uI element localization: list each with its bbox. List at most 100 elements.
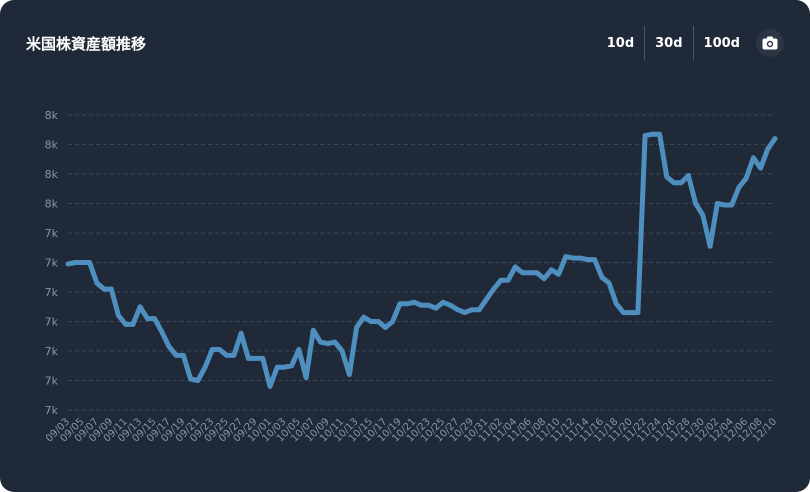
y-tick-label: 7k	[45, 404, 59, 417]
range-30d-button[interactable]: 30d	[655, 35, 683, 51]
data-point	[375, 319, 381, 324]
data-point	[484, 296, 489, 302]
data-point	[195, 378, 201, 383]
y-tick-label: 7k	[45, 345, 59, 358]
data-point	[181, 353, 186, 358]
data-point	[599, 274, 605, 280]
y-tick-label: 8k	[45, 168, 59, 181]
data-point	[548, 267, 554, 273]
data-point	[224, 353, 230, 358]
data-point	[613, 301, 619, 307]
data-point	[664, 174, 670, 180]
y-tick-label: 8k	[45, 109, 59, 122]
data-point	[585, 257, 590, 262]
data-point	[628, 310, 634, 316]
data-point	[750, 155, 756, 161]
data-point	[65, 261, 71, 267]
data-point	[455, 307, 460, 313]
data-point	[693, 201, 699, 206]
data-point	[433, 305, 439, 311]
y-tick-label: 7k	[45, 257, 59, 270]
data-point	[700, 212, 706, 218]
data-point	[419, 302, 424, 308]
data-point	[238, 330, 244, 336]
data-point	[267, 384, 273, 389]
data-point	[282, 364, 287, 370]
data-point	[440, 299, 446, 305]
data-point	[296, 347, 302, 352]
range-100d-button[interactable]: 100d	[703, 35, 740, 51]
data-point	[476, 307, 482, 313]
data-point	[642, 133, 648, 139]
data-point	[354, 325, 359, 330]
data-point	[462, 310, 468, 316]
data-point	[606, 280, 612, 286]
camera-icon	[762, 36, 778, 50]
y-axis-ticks: 7k 7k 7k 7k 7k 7k 7k 8k 8k 8k 8k	[45, 109, 59, 417]
data-point	[231, 353, 237, 358]
data-point	[368, 319, 374, 324]
data-point	[390, 319, 396, 324]
data-point	[729, 202, 735, 208]
data-point	[123, 322, 129, 327]
toolbar-divider	[644, 26, 646, 60]
data-point	[173, 353, 179, 358]
data-point	[411, 299, 417, 305]
data-point	[512, 264, 518, 270]
data-point	[736, 184, 742, 190]
data-point	[260, 355, 266, 361]
data-point	[130, 322, 136, 327]
y-tick-label: 8k	[45, 198, 59, 211]
data-point	[534, 270, 540, 276]
data-point	[570, 255, 576, 261]
range-10d-button[interactable]: 10d	[606, 35, 635, 51]
data-point	[772, 136, 778, 142]
data-point	[383, 325, 388, 330]
data-point	[101, 286, 107, 292]
grid-lines	[68, 114, 775, 411]
data-point	[159, 329, 165, 335]
data-point	[116, 313, 121, 318]
data-point	[245, 355, 251, 361]
data-point	[202, 364, 208, 370]
data-point	[520, 270, 525, 276]
data-point	[289, 363, 295, 369]
y-tick-label: 7k	[45, 316, 59, 329]
data-point	[686, 173, 691, 178]
data-point	[310, 327, 316, 333]
data-point	[166, 344, 172, 349]
data-point	[469, 307, 475, 313]
x-axis-ticks: 09/0309/0509/0709/0909/1109/1309/1509/17…	[44, 416, 779, 444]
data-point	[527, 270, 533, 276]
data-point	[707, 243, 713, 249]
data-point	[505, 277, 511, 283]
data-point	[404, 301, 410, 307]
toolbar-divider	[692, 26, 694, 60]
y-tick-label: 7k	[45, 375, 59, 388]
data-point	[361, 314, 367, 320]
screenshot-button[interactable]	[756, 29, 784, 57]
data-point	[758, 165, 763, 171]
data-point	[80, 260, 85, 265]
data-point	[325, 341, 331, 347]
data-point	[87, 260, 93, 265]
y-tick-label: 8k	[45, 139, 59, 152]
data-point	[491, 286, 497, 292]
y-tick-label: 7k	[45, 286, 59, 299]
data-point	[318, 339, 323, 345]
series-line	[65, 131, 778, 389]
chart-title: 米国株資産額推移	[26, 35, 147, 53]
data-point	[209, 347, 215, 352]
data-point	[556, 271, 561, 277]
y-tick-label: 7k	[45, 227, 59, 240]
data-point	[346, 372, 352, 377]
data-point	[253, 355, 258, 361]
data-point	[649, 131, 655, 137]
data-point	[592, 257, 598, 262]
data-point	[635, 310, 641, 316]
series-layer	[65, 131, 778, 389]
data-point	[332, 339, 338, 345]
data-point	[426, 302, 432, 308]
